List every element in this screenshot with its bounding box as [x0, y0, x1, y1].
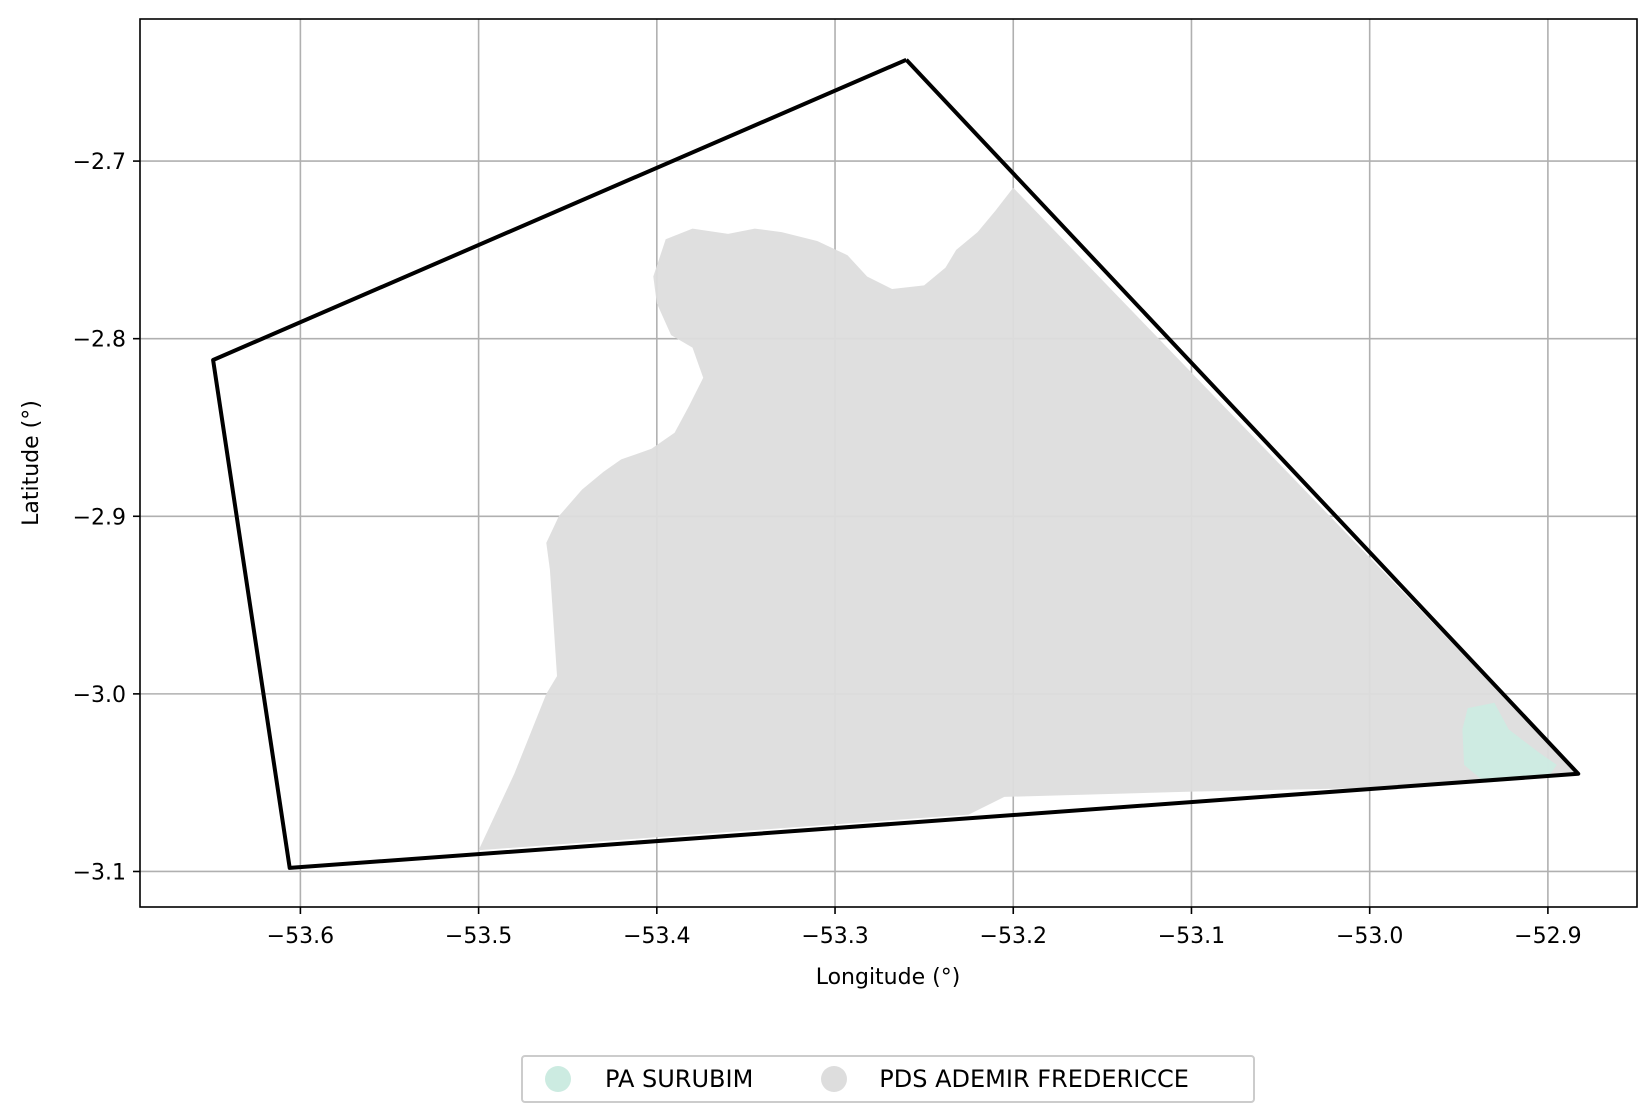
y-tick-label: −3.1 — [73, 860, 126, 885]
y-axis-ticks: −2.7 −2.8 −2.9 −3.0 −3.1 — [73, 150, 140, 885]
legend-entry-pa-surubim: PA SURUBIM — [545, 1065, 753, 1093]
area-pds-ademir-fredericce — [478, 187, 1579, 851]
x-tick-label: −53.2 — [980, 924, 1047, 949]
legend-label-pds-ademir-fredericce: PDS ADEMIR FREDERICCE — [879, 1065, 1189, 1093]
y-tick-label: −2.7 — [73, 150, 126, 175]
area-pa-surubim — [1462, 702, 1557, 783]
x-tick-label: −53.0 — [1336, 924, 1403, 949]
x-axis-ticks: −53.6 −53.5 −53.4 −53.3 −53.2 −53.1 −53.0 −52.9 — [267, 907, 1582, 949]
area-polygons — [478, 187, 1579, 851]
boundary-line — [211, 57, 1581, 870]
boundary-outline — [211, 57, 1581, 870]
legend-entry-pds-ademir-fredericce: PDS ADEMIR FREDERICCE — [821, 1065, 1189, 1093]
y-tick-label: −3.0 — [73, 683, 126, 708]
legend: PA SURUBIM PDS ADEMIR FREDERICCE — [521, 1055, 1255, 1103]
x-tick-label: −53.4 — [623, 924, 690, 949]
legend-marker-pa-surubim — [545, 1066, 571, 1092]
legend-label-pa-surubim: PA SURUBIM — [605, 1065, 754, 1093]
plot-frame — [139, 18, 1638, 908]
x-tick-label: −53.3 — [801, 924, 868, 949]
x-tick-label: −52.9 — [1514, 924, 1581, 949]
map-plot: −53.6 −53.5 −53.4 −53.3 −53.2 −53.1 −53.0 −52.9… — [19, 18, 1638, 990]
x-tick-label: −53.6 — [267, 924, 334, 949]
y-axis-title: Latitude (°) — [19, 400, 44, 526]
legend-marker-pds-ademir-fredericce — [821, 1066, 848, 1092]
x-axis-title: Longitude (°) — [816, 965, 961, 990]
y-tick-label: −2.8 — [73, 328, 126, 353]
x-tick-label: −53.1 — [1158, 924, 1225, 949]
x-tick-label: −53.5 — [445, 924, 512, 949]
y-tick-label: −2.9 — [73, 505, 126, 530]
